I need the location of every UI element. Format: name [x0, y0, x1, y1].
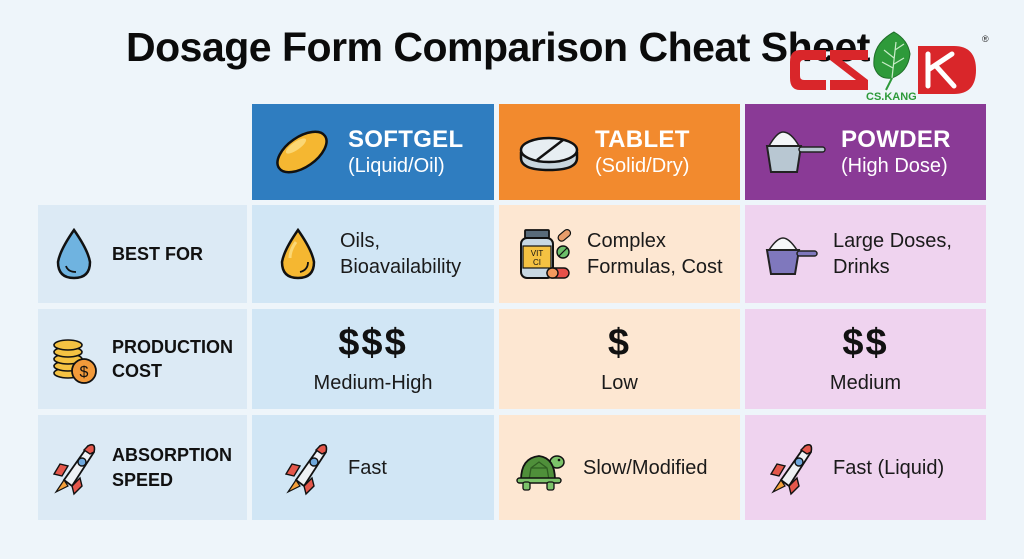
- svg-text:®: ®: [982, 34, 989, 44]
- column-header-powder: POWDER (High Dose): [745, 104, 986, 200]
- cell-text: Oils,: [340, 230, 380, 252]
- cell-tablet-best-for: VIT CI Complex Formulas, Cost: [499, 205, 740, 303]
- cost-dollar-rating: $$: [842, 321, 889, 364]
- rocket-icon: [769, 443, 813, 495]
- cell-text: Complex: [587, 230, 666, 252]
- water-drop-icon: [56, 227, 92, 280]
- svg-text:VIT: VIT: [531, 249, 544, 258]
- row-label: SPEED: [112, 469, 174, 490]
- comparison-table: SOFTGEL (Liquid/Oil) TABLET (Solid/Dry) …: [38, 104, 986, 520]
- vitamin-bottle-icon: VIT CI: [520, 229, 572, 279]
- column-header-tablet: TABLET (Solid/Dry): [499, 104, 740, 200]
- column-subtitle: (High Dose): [841, 155, 948, 178]
- cost-dollar-rating: $$$: [338, 321, 408, 364]
- cell-text: Fast: [348, 456, 387, 479]
- cell-tablet-absorption: Slow/Modified: [499, 415, 740, 520]
- row-label: BEST FOR: [112, 243, 204, 264]
- coins-icon: $: [53, 339, 97, 384]
- cell-softgel-best-for: Oils, Bioavailability: [252, 205, 494, 303]
- row-label: PRODUCTION: [112, 336, 233, 357]
- rocket-icon: [284, 443, 328, 495]
- svg-text:CI: CI: [533, 258, 541, 267]
- cell-softgel-absorption: Fast: [252, 415, 494, 520]
- column-title: TABLET: [595, 125, 690, 153]
- row-label-absorption-speed: ABSORPTION SPEED: [38, 415, 247, 520]
- softgel-capsule-icon: [276, 130, 328, 174]
- row-label: ABSORPTION: [112, 445, 233, 466]
- cell-text: Formulas, Cost: [587, 256, 723, 278]
- cost-label: Medium-High: [313, 372, 433, 395]
- column-subtitle: (Solid/Dry): [595, 155, 690, 178]
- scoop-icon: [765, 237, 818, 275]
- cell-powder-absorption: Fast (Liquid): [745, 415, 986, 520]
- page-title: Dosage Form Comparison Cheat Sheet: [126, 24, 870, 70]
- cost-dollar-rating: $: [607, 321, 632, 364]
- cell-text: Bioavailability: [340, 256, 462, 278]
- row-label-best-for: BEST FOR: [38, 205, 247, 303]
- cell-tablet-cost: $ Low: [499, 309, 740, 409]
- column-title: POWDER: [841, 125, 951, 153]
- row-label-production-cost: $ PRODUCTION COST: [38, 309, 247, 409]
- row-label: COST: [112, 361, 163, 381]
- cell-text: Large Doses,: [833, 230, 952, 252]
- cell-softgel-cost: $$$ Medium-High: [252, 309, 494, 409]
- rocket-icon: [52, 443, 96, 495]
- column-title: SOFTGEL: [348, 125, 464, 153]
- cell-text: Fast (Liquid): [833, 456, 945, 479]
- powder-scoop-icon: [765, 131, 826, 173]
- oil-drop-icon: [280, 227, 316, 280]
- column-header-softgel: SOFTGEL (Liquid/Oil): [252, 104, 494, 200]
- cost-label: Medium: [829, 372, 902, 395]
- column-subtitle: (Liquid/Oil): [348, 155, 445, 178]
- cell-powder-cost: $$ Medium: [745, 309, 986, 409]
- cell-powder-best-for: Large Doses, Drinks: [745, 205, 986, 303]
- cs-kang-logo-icon: CS.KANG ®: [790, 31, 989, 103]
- cell-text: Slow/Modified: [583, 456, 708, 479]
- cell-text: Drinks: [833, 256, 890, 278]
- cost-label: Low: [601, 372, 638, 395]
- svg-text:CS.KANG: CS.KANG: [866, 91, 917, 103]
- tablet-pill-icon: [519, 136, 579, 172]
- svg-text:$: $: [80, 364, 89, 381]
- turtle-icon: [516, 454, 565, 491]
